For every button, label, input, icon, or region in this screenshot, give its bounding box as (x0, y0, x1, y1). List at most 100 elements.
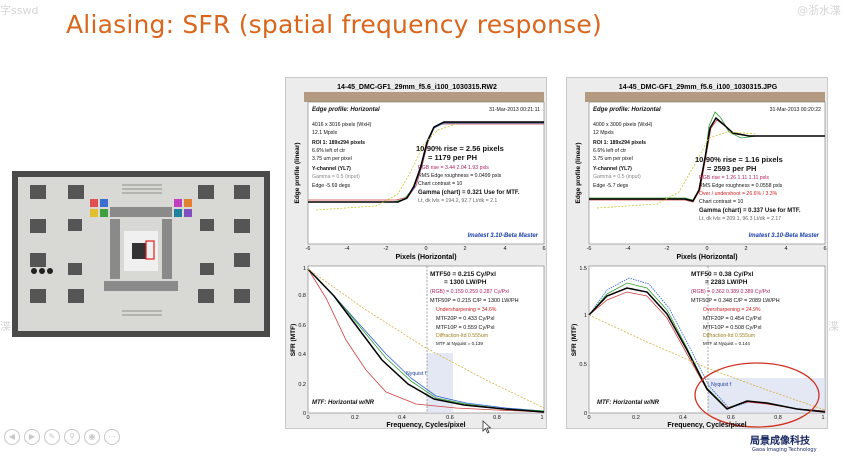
right-imatest-panel: 14-45_DMC-GF1_29mm_f5.6_i100_1030315.JPG… (566, 77, 828, 429)
test-chart-photo (12, 171, 270, 337)
left-mtf-xtick-0: 0 (306, 415, 309, 421)
left-edge-black-line (308, 121, 544, 203)
left-levels: Lt, dk lvls = 194.2, 92.7 Lt/dk = 2.1 (418, 198, 497, 204)
left-rise-ph: = 1179 per PH (428, 153, 477, 162)
left-imatest-panel: 14-45_DMC-GF1_29mm_f5.6_i100_1030315.RW2… (285, 77, 547, 429)
left-edge-xtick-2: -2 (384, 246, 389, 252)
left-edge-date: 31-Mar-2013 00:21:11 (489, 107, 540, 113)
right-mtf-diffraction-line (588, 314, 826, 411)
left-mtf-xtick-2: 0.4 (398, 415, 406, 421)
right-info-6: Gamma = 0.5 (input) (593, 174, 641, 180)
left-mtf-xtick-1: 0.2 (351, 415, 359, 421)
right-edge-xtick-0: -6 (587, 246, 592, 252)
right-edge-xtick-5: 4 (784, 246, 787, 252)
left-mtf50-ph: = 1300 LW/PH (444, 279, 487, 286)
left-info-6: Gamma = 0.5 (input) (312, 174, 360, 180)
mouse-cursor-icon (482, 420, 492, 434)
left-info-4: 3.75 um per pixel (312, 156, 352, 162)
right-mtf50-ph: = 2283 LW/PH (705, 279, 748, 286)
left-mtf-red-line (307, 268, 545, 413)
forward-icon[interactable]: ▶ (24, 429, 40, 445)
left-info-3: 6.6% left of ctr (312, 148, 345, 154)
right-mtf-xtick-4: 0.8 (774, 415, 782, 421)
zoom-icon[interactable]: ⚲ (64, 429, 80, 445)
right-edge-xlabel: Pixels (Horizontal) (676, 254, 737, 261)
left-filename: 14-45_DMC-GF1_29mm_f5.6_i100_1030315.RW2 (337, 84, 497, 91)
left-mtf-diffraction-line (307, 268, 545, 409)
brand-subtitle: Gaoa Imaging Technology (752, 447, 817, 453)
left-mtf-ytick-5: 1 (303, 266, 306, 272)
right-mtf20p: MTF20P = 0.454 Cy/Pxl (703, 316, 761, 322)
right-mtf-legend: MTF: Horizontal w/NR (597, 400, 660, 406)
left-mtf-xtick-5: 1 (540, 415, 543, 421)
right-info-2: ROI 1: 189x294 pixels (593, 140, 646, 146)
left-mtf50: MTF50 = 0.215 Cy/Pxl (430, 271, 496, 278)
left-edge-dashed-line (315, 123, 457, 211)
right-filename: 14-45_DMC-GF1_29mm_f5.6_i100_1030315.JPG (619, 84, 778, 91)
right-mtf-black-line (588, 287, 826, 413)
left-gamma-chart: Gamma (chart) = 0.321 Use for MTF. (418, 190, 520, 196)
pen-icon[interactable]: ✎ (44, 429, 60, 445)
left-contrast: Chart contrast = 10 (418, 181, 462, 187)
right-rise-ph: = 2593 per PH (707, 164, 756, 173)
right-nyquist-mtf: MTF at Nyquist = 0.144 (703, 341, 750, 346)
right-edge-ylabel: Edge profile (linear) (575, 142, 582, 203)
right-mtf-rgb: (RGB) = 0.362 0.389 0.389 Cy/Pxl (691, 289, 770, 295)
right-rms: RMS Edge roughness = 0.0558 pxls (699, 183, 783, 189)
left-info-0: 4016 x 3016 pixels (WxH) (312, 122, 372, 128)
right-info-4: 3.75 um per pixel (593, 156, 633, 162)
right-mtf-xtick-0: 0 (587, 415, 590, 421)
watermark-right: @浙水渫 (797, 4, 841, 17)
right-edge-xtick-2: -2 (665, 246, 670, 252)
right-rgb-rise: RGB rise = 1.26 1.11 1.11 pxls (699, 175, 769, 181)
left-edge-xtick-5: 4 (503, 246, 506, 252)
left-nyquist-mtf: MTF at Nyquist = 0.139 (436, 341, 483, 346)
right-imatest-tag: Imatest 3.10-Beta Master (749, 233, 820, 239)
right-info-5: Y-channel (YL7) (593, 166, 632, 172)
left-mtf20p: MTF20P = 0.433 Cy/Pxl (436, 316, 494, 322)
right-mtf-ytick-0: 0 (584, 411, 587, 417)
right-info-3: 6.6% left of ctr (593, 148, 626, 154)
right-mtf-ytick-1: 0.5 (579, 362, 587, 368)
right-mtf-xtick-1: 0.2 (632, 415, 640, 421)
right-levels: Lt, dk lvls = 209.1, 96.3 Lt/dk = 2.17 (699, 216, 781, 222)
back-icon[interactable]: ◀ (4, 429, 20, 445)
right-info-1: 12 Mpxls (593, 130, 614, 136)
aliasing-highlight-ellipse (694, 362, 820, 428)
slide-title: Aliasing: SFR (spatial frequency respons… (66, 10, 602, 39)
right-diffraction: Diffraction-ltd 0.555um (703, 333, 755, 339)
left-edge-red-line (308, 123, 544, 201)
left-diffraction: Diffraction-ltd 0.555um (436, 333, 488, 339)
left-mtf-xtick-4: 0.8 (493, 415, 501, 421)
eye-icon[interactable]: ◉ (84, 429, 100, 445)
left-edge-xlabel: Pixels (Horizontal) (395, 254, 456, 261)
right-edge-green-line (589, 111, 825, 201)
left-edge-ylabel: Edge profile (linear) (294, 142, 301, 203)
right-rise: 10-90% rise = 1.16 pixels (695, 155, 783, 164)
right-mtf-xtick-2: 0.4 (679, 415, 687, 421)
left-info-5: Y-channel (YL7) (312, 166, 351, 172)
left-imatest-tag: Imatest 3.10-Beta Master (468, 233, 539, 239)
right-sharpening: Oversharpening = 24.9% (703, 307, 761, 313)
left-nyquist-label: Nyquist f (406, 371, 427, 377)
left-info-7: Edge -5.69 degs (312, 183, 350, 189)
left-info-1: 12.1 Mpxls (312, 130, 337, 136)
right-mtf-ylabel: SFR (MTF) (571, 324, 578, 357)
left-mtf-xlabel: Frequency, Cycles/pixel (386, 422, 465, 429)
right-mtf-xtick-3: 0.6 (727, 415, 735, 421)
left-edge-xtick-1: -4 (345, 246, 350, 252)
right-edge-xtick-4: 2 (744, 246, 747, 252)
right-mtf-ytick-3: 1.5 (579, 266, 587, 272)
right-edge-xtick-3: 0 (705, 246, 708, 252)
more-icon[interactable]: ⋯ (104, 429, 120, 445)
right-edge-date: 31-Mar-2013 00:20:22 (770, 107, 821, 113)
left-rgb-rise: RGB rise = 3.44 2.04 1.93 pxls (418, 165, 489, 171)
left-mtf-blue-line (307, 268, 545, 412)
right-contrast: Chart contrast = 10 (699, 199, 743, 205)
left-rms: RMS Edge roughness = 0.0499 pxls (418, 173, 502, 179)
left-mtf10p: MTF10P = 0.559 Cy/Pxl (436, 325, 494, 331)
left-mtf50p: MTF50P = 0.215 C/P = 1300 LW/PH (430, 298, 519, 304)
left-mtf-rgb: (RGB) = 0.159 0.259 0.287 Cy/Pxl (430, 289, 509, 295)
watermark-corner-left: 渫 (0, 320, 11, 333)
brand-logo-text: 局景成像科技 (750, 436, 810, 447)
